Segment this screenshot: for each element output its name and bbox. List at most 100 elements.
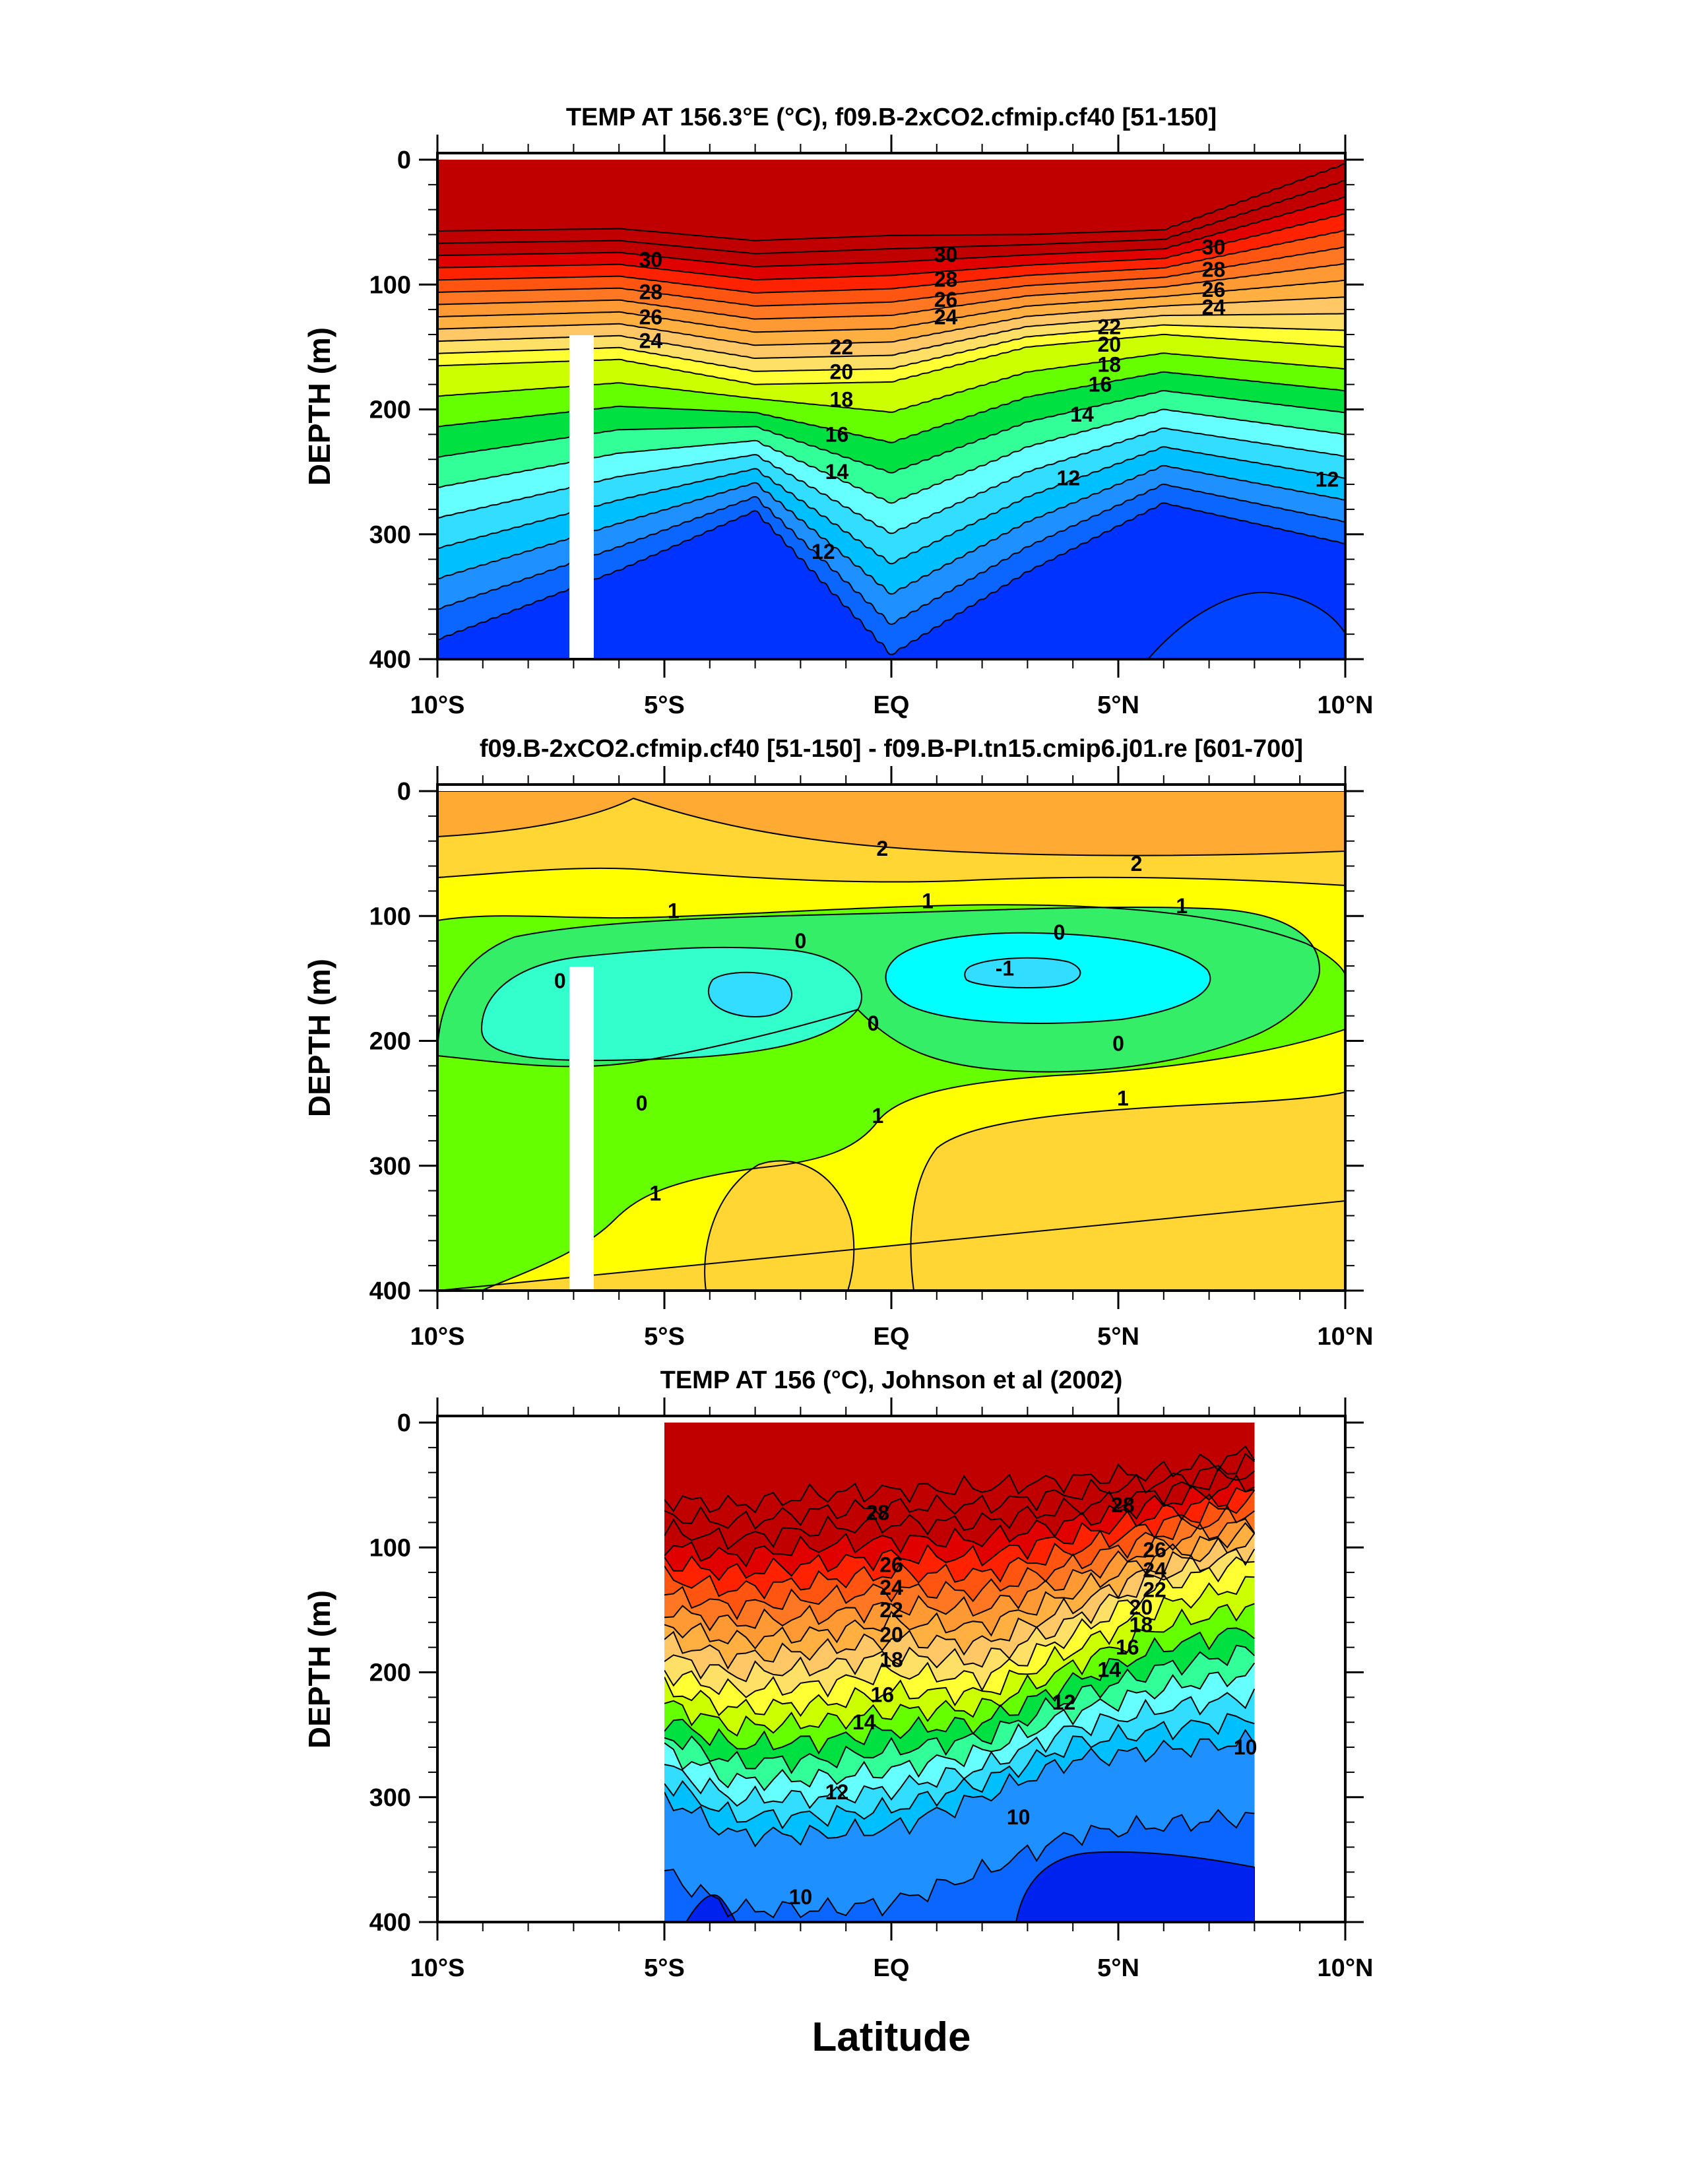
missing-data-column <box>569 335 594 659</box>
contour-labels: 28 28262422201816142624222018161412121010… <box>789 1493 1258 1909</box>
x-tick-label: EQ <box>874 1954 910 1982</box>
contour-label: 12 <box>825 1780 849 1804</box>
x-tick-label: 5°N <box>1097 691 1139 719</box>
x-tick-label: 10°N <box>1318 1323 1374 1351</box>
contour-label: 24 <box>639 329 663 352</box>
y-tick-label: 0 <box>397 1409 411 1437</box>
contour-label: 22 <box>830 335 854 359</box>
y-tick-label: 200 <box>369 397 411 424</box>
x-tick-label: 10°S <box>410 1323 465 1351</box>
contour-label: 24 <box>1202 295 1226 319</box>
contour-label: 14 <box>1097 1658 1121 1682</box>
filled-contours <box>664 1423 1255 1922</box>
contour-label: 28 <box>1202 258 1226 282</box>
x-tick-label: 5°N <box>1097 1323 1139 1351</box>
contour-label: 24 <box>934 305 958 329</box>
filled-contours <box>437 160 1345 659</box>
contour-label: 10 <box>789 1885 813 1909</box>
contour-label: 26 <box>934 288 958 311</box>
contour-label: 24 <box>1143 1558 1166 1582</box>
y-tick-label: 300 <box>369 1153 411 1180</box>
x-tick-label: 5°N <box>1097 1954 1139 1982</box>
y-tick-label: 300 <box>369 521 411 549</box>
x-tick-label: 5°S <box>644 1954 685 1982</box>
contour-label: 0 <box>554 969 566 993</box>
contour-label: 14 <box>825 460 849 484</box>
contour-label: 1 <box>649 1181 661 1205</box>
y-tick-label: 100 <box>369 271 411 299</box>
contour-label: 20 <box>1130 1595 1153 1619</box>
x-tick-label: 10°S <box>410 691 465 719</box>
x-tick-label: 5°S <box>644 1323 685 1351</box>
contour-label: 26 <box>1143 1538 1166 1562</box>
contour-label: 0 <box>1054 920 1066 944</box>
contour-label: 10 <box>1007 1805 1031 1829</box>
y-tick-label: 0 <box>397 146 411 174</box>
y-tick-label: 100 <box>369 1534 411 1562</box>
contour-label: 28 <box>1111 1493 1135 1517</box>
y-axis-label: DEPTH (m) <box>302 1590 336 1749</box>
contour-label: 18 <box>1130 1613 1153 1637</box>
contour-label: 16 <box>825 422 849 446</box>
x-tick-label: EQ <box>874 691 910 719</box>
contour-label: 22 <box>879 1598 903 1622</box>
x-axis: 10°S 5°S EQ 5°N 10°N <box>410 135 1373 719</box>
y-tick-label: 200 <box>369 1659 411 1687</box>
contour-label: 1 <box>922 889 934 913</box>
y-axis: 0 100 200 300 400 <box>369 1409 1364 1937</box>
contour-label: 12 <box>812 540 835 563</box>
contour-label: 10 <box>1234 1735 1258 1759</box>
contour-label: 20 <box>1097 333 1121 356</box>
contour-label: 28 <box>934 268 958 292</box>
contour-label: 28 <box>639 280 663 304</box>
contour-lines <box>664 1445 1255 1919</box>
contour-label: 0 <box>795 929 807 953</box>
y-tick-label: 400 <box>369 1277 411 1305</box>
contour-label: 16 <box>1116 1636 1139 1659</box>
contour-label: 18 <box>879 1648 903 1672</box>
contour-label: 1 <box>1117 1087 1129 1110</box>
contour-label: 30 <box>1202 235 1226 259</box>
contour-label: 0 <box>868 1012 879 1035</box>
y-axis-label: DEPTH (m) <box>302 327 336 486</box>
contour-label: 26 <box>879 1553 903 1577</box>
contour-label: 24 <box>879 1576 903 1599</box>
missing-data-column <box>569 967 594 1291</box>
y-tick-label: 300 <box>369 1784 411 1812</box>
contour-label: 26 <box>1202 278 1226 302</box>
x-tick-label: 5°S <box>644 691 685 719</box>
contour-label: 22 <box>1143 1578 1166 1602</box>
contour-label: 0 <box>1112 1031 1124 1055</box>
contour-label: 26 <box>639 305 663 329</box>
contour-label: 12 <box>1316 467 1339 491</box>
contour-label: -1 <box>996 957 1014 980</box>
contour-label: 16 <box>1089 373 1112 397</box>
panel-temperature-difference: f09.B-2xCO2.cfmip.cf40 [51-150] - f09.B-… <box>302 735 1373 1351</box>
contour-label: 22 <box>1097 315 1121 339</box>
y-tick-label: 100 <box>369 903 411 930</box>
contour-label: 30 <box>934 243 958 267</box>
y-tick-label: 200 <box>369 1028 411 1056</box>
contour-label: 0 <box>636 1091 648 1115</box>
x-tick-label: 10°S <box>410 1954 465 1982</box>
panel-observed-temperature: TEMP AT 156 (°C), Johnson et al (2002) 2… <box>302 1366 1373 2060</box>
contour-label: 1 <box>872 1104 883 1128</box>
y-tick-label: 0 <box>397 778 411 806</box>
contour-label: 28 <box>866 1500 890 1524</box>
contour-label: 12 <box>1052 1690 1076 1714</box>
y-tick-label: 400 <box>369 1909 411 1937</box>
x-axis-label: Latitude <box>812 2014 971 2060</box>
panel-title: TEMP AT 156.3°E (°C), f09.B-2xCO2.cfmip.… <box>566 104 1217 131</box>
contour-label: 20 <box>879 1623 903 1647</box>
x-tick-label: 10°N <box>1318 1954 1374 1982</box>
panel-title: f09.B-2xCO2.cfmip.cf40 [51-150] - f09.B-… <box>480 735 1303 763</box>
contour-label: 1 <box>668 899 680 923</box>
contour-label: 16 <box>870 1683 894 1707</box>
x-axis: 10°S 5°S EQ 5°N 10°N <box>410 766 1374 1351</box>
contour-label: 14 <box>852 1710 876 1734</box>
y-axis-label: DEPTH (m) <box>302 959 336 1117</box>
